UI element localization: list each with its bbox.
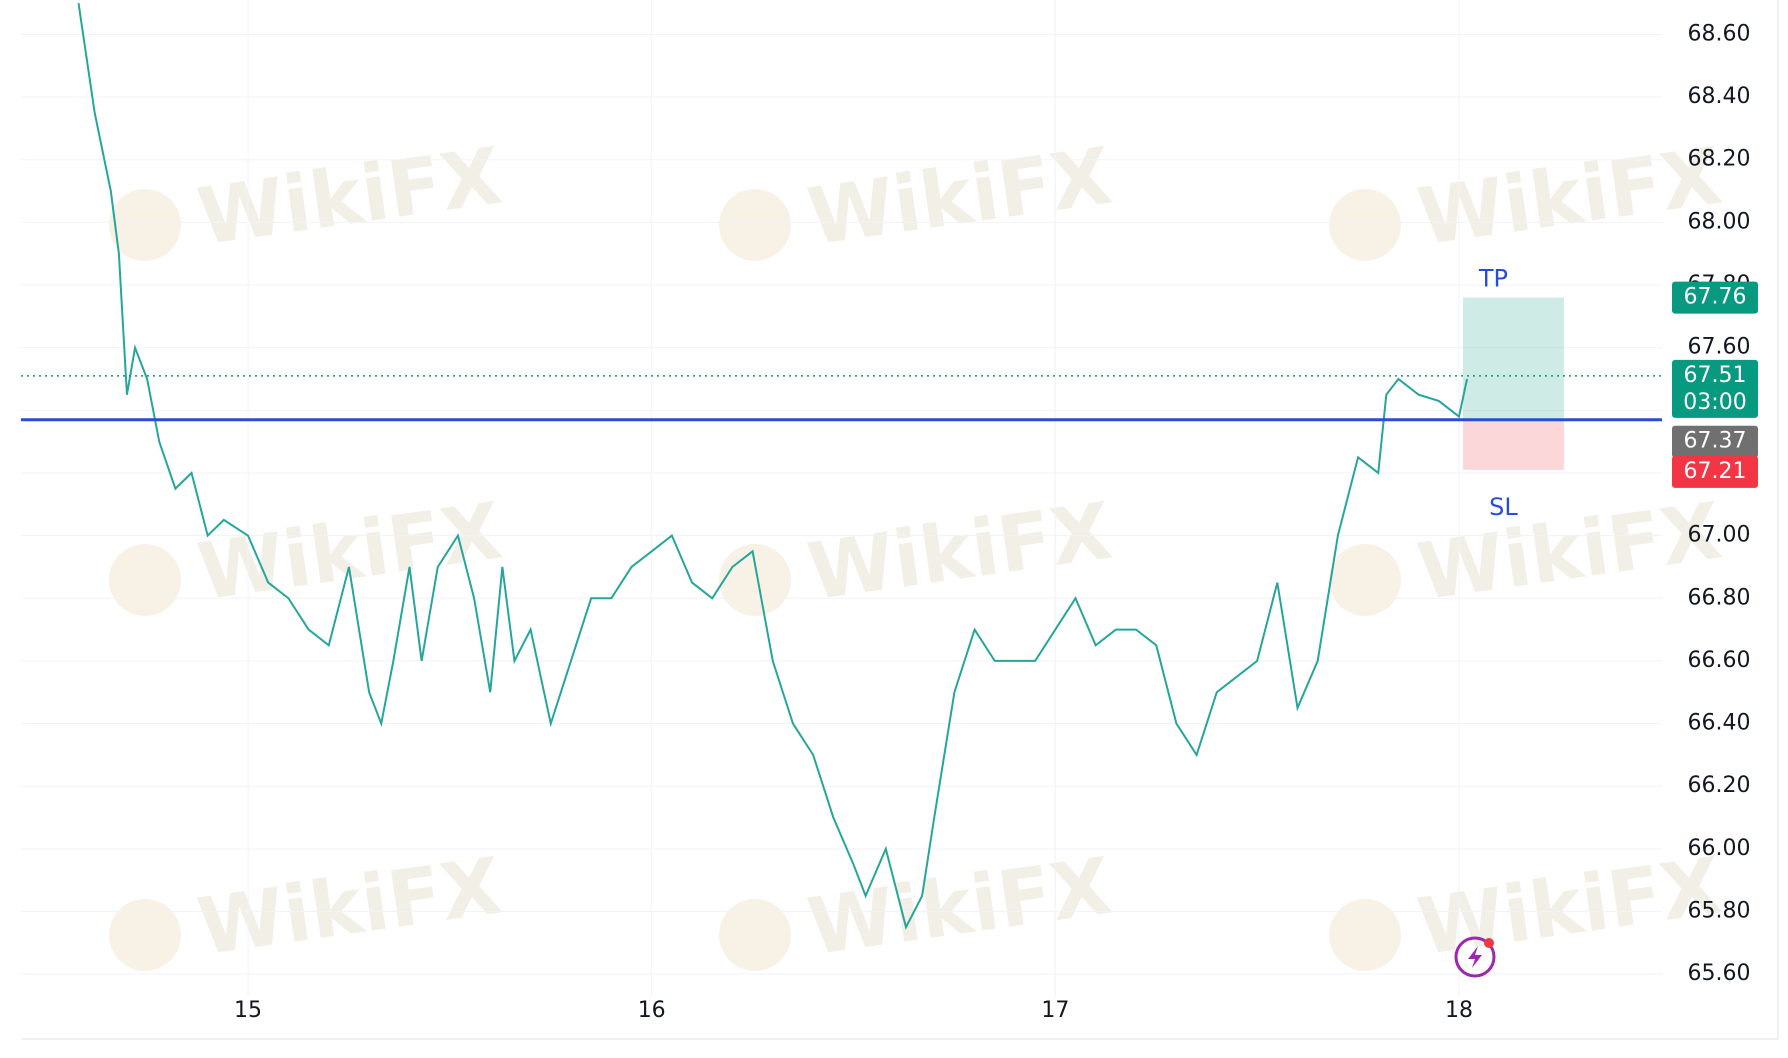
- watermark-logo: [1329, 544, 1401, 616]
- icon-bolt: [1468, 946, 1482, 968]
- price-tag-label: 67.76: [1684, 285, 1747, 310]
- y-tick-label: 65.80: [1688, 898, 1751, 923]
- watermark-logo: [719, 544, 791, 616]
- alert-icon[interactable]: [1454, 936, 1496, 978]
- price-tag: [1672, 359, 1758, 418]
- y-tick-label: 68.40: [1688, 84, 1751, 109]
- y-tick-label: 68.00: [1688, 209, 1751, 234]
- price-tag: [1672, 455, 1758, 488]
- grid: [21, 0, 1662, 997]
- y-tick-label: 66.60: [1688, 648, 1751, 673]
- x-tick-label: 18: [1445, 998, 1473, 1023]
- take-profit-zone: [1463, 297, 1564, 420]
- plot-area: [21, 0, 1662, 1039]
- y-tick-label: 66.40: [1688, 711, 1751, 736]
- price-tag: [1672, 425, 1758, 458]
- countdown: 03:00: [1683, 390, 1746, 415]
- y-tick-label: 68.60: [1688, 21, 1751, 46]
- price-tag: [1672, 281, 1758, 314]
- y-tick-label: 67.00: [1688, 523, 1751, 548]
- y-tick-label: 65.60: [1688, 961, 1751, 986]
- price-tag-label: 67.51: [1684, 363, 1747, 388]
- watermark-logo: [719, 189, 791, 261]
- sl-label: SL: [1489, 493, 1518, 521]
- y-tick-label: 66.80: [1688, 585, 1751, 610]
- watermark-logo: [109, 544, 181, 616]
- price-tag-label: 67.21: [1684, 459, 1747, 484]
- y-tick-label: 66.00: [1688, 836, 1751, 861]
- stop-loss-zone: [1463, 419, 1564, 470]
- y-tick-label: 66.20: [1688, 773, 1751, 798]
- y-tick-label: 68.20: [1688, 147, 1751, 172]
- price-line: [77, 2, 1469, 930]
- price-tag-label: 67.37: [1684, 429, 1747, 454]
- watermark-logo: [1329, 189, 1401, 261]
- tp-label: TP: [1478, 265, 1508, 293]
- watermark-logo: [1329, 899, 1401, 971]
- watermark-logo: [109, 189, 181, 261]
- x-tick-label: 15: [234, 998, 262, 1023]
- icon-dot: [1484, 938, 1494, 948]
- x-tick-label: 16: [638, 998, 666, 1023]
- x-tick-label: 17: [1041, 998, 1069, 1023]
- marks: [21, 2, 1662, 930]
- watermark-logo: [719, 899, 791, 971]
- icon-ring: [1454, 936, 1496, 978]
- watermark-logo: [109, 899, 181, 971]
- y-tick-label: 67.60: [1688, 335, 1751, 360]
